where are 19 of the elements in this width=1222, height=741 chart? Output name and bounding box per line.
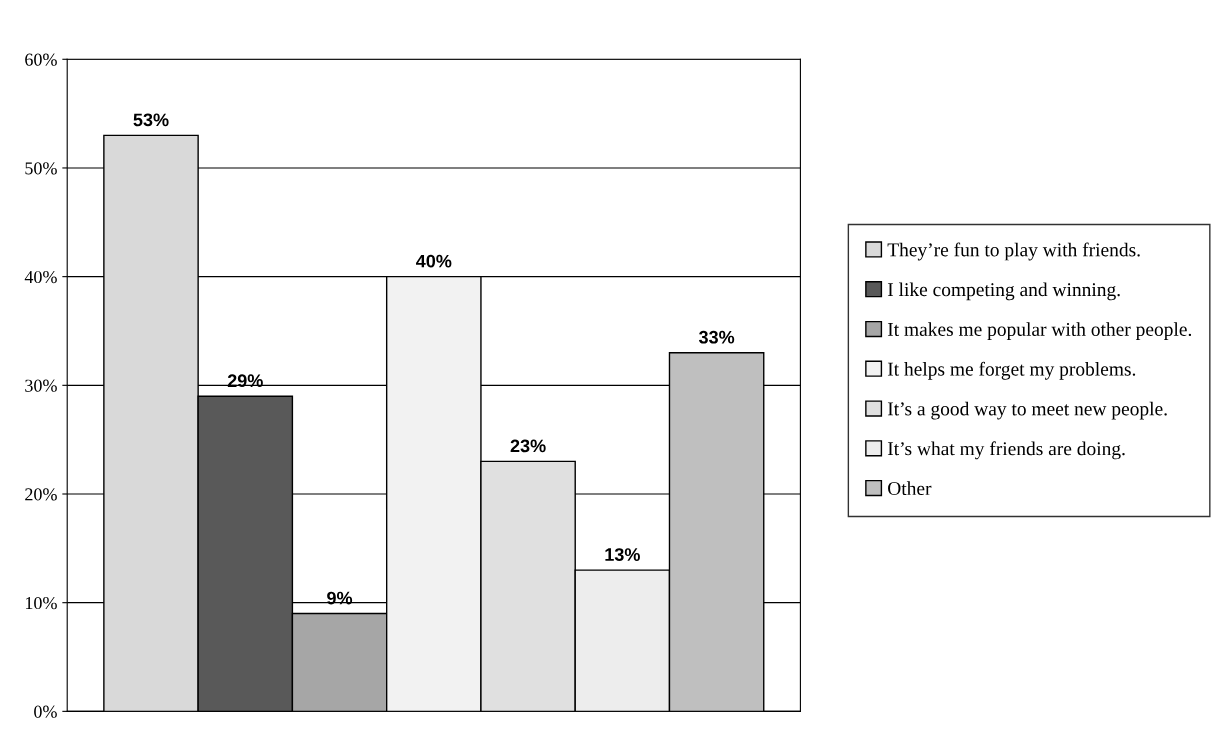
legend-label: It makes me popular with other people. (887, 322, 1192, 340)
data-label: 33% (698, 330, 735, 344)
data-label: 23% (510, 439, 546, 453)
y-tick-label: 10% (25, 596, 57, 610)
y-tick-label: 50% (25, 162, 57, 175)
legend-label: It’s a good way to meet new people. (887, 401, 1167, 420)
data-label: 13% (605, 548, 640, 561)
y-tick-label: 30% (25, 379, 57, 392)
legend-label: It helps me forget my problems. (887, 361, 1136, 380)
legend-label: Other (888, 481, 932, 496)
y-tick-label: 0% (34, 705, 57, 718)
y-tick-label: 40% (24, 270, 57, 284)
legend-label: I like competing and winning. (887, 282, 1120, 301)
legend-label: They’re fun to play with friends. (887, 242, 1140, 261)
y-tick-label: 60% (25, 53, 57, 66)
y-tick-label: 20% (25, 488, 57, 501)
data-label: 40% (416, 254, 452, 268)
data-label: 53% (133, 113, 169, 127)
legend-label: It’s what my friends are doing. (887, 441, 1125, 460)
